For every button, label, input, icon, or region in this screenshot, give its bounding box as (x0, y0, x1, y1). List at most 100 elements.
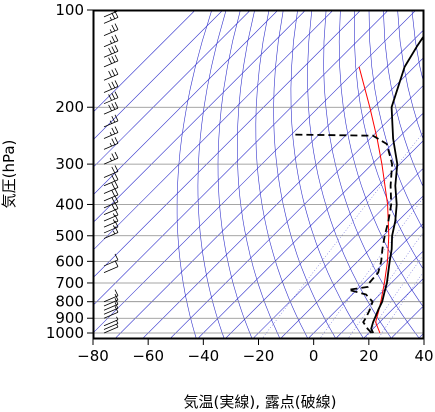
wind-barb-flag (114, 253, 119, 261)
isotherm-line (279, 194, 424, 339)
wind-barb (103, 289, 119, 303)
wind-barb-flag (108, 104, 112, 112)
wind-barb (103, 68, 119, 81)
wind-barb-half-flag (112, 225, 116, 229)
background-lines (93, 10, 424, 339)
wind-barb (103, 202, 119, 215)
wind-barb (103, 45, 119, 58)
wind-barb-flag (111, 197, 116, 204)
wind-barb-staff (103, 299, 119, 307)
wind-barb-staff (103, 307, 119, 315)
wind-barb-flag (111, 81, 116, 89)
y-tick-label: 500 (55, 227, 84, 245)
wind-barb-flag (111, 203, 116, 211)
wind-barb-flag (111, 127, 116, 135)
plot-frame (92, 9, 425, 340)
wind-barb-staff (104, 10, 106, 11)
mixing-ratio-line (347, 230, 424, 339)
dry-adiabat-line (323, 10, 421, 339)
wind-barb-staff (103, 208, 119, 215)
x-tick-label: −20 (243, 347, 275, 365)
wind-barb-staff (103, 86, 119, 93)
wind-barb-staff (103, 326, 119, 334)
wind-barb-half-flag (109, 142, 112, 147)
wind-barb-flag (111, 103, 116, 110)
wind-barb (103, 298, 119, 311)
wind-barb (103, 54, 119, 68)
wind-barb (103, 34, 119, 48)
isotherm-line (362, 277, 424, 339)
wind-barb (103, 181, 119, 194)
dry-adiabat-line (237, 10, 281, 339)
wind-barb-staff (103, 107, 119, 115)
wind-barb-half-flag (116, 323, 119, 328)
wind-barb-staff (103, 97, 119, 105)
wind-barb-flag (111, 12, 116, 19)
wind-barb-staff (103, 171, 119, 178)
wind-barb (103, 173, 119, 187)
isotherm-line (114, 29, 424, 339)
isotherm-line (307, 222, 424, 339)
isotherm-line (169, 84, 424, 339)
wind-barb-flag (111, 153, 116, 160)
mixing-ratio-line (377, 270, 424, 339)
wind-barb-staff (103, 17, 119, 24)
wind-barb-flag (111, 174, 116, 182)
y-axis-title: 気圧(hPa) (0, 140, 18, 209)
wind-barb (103, 320, 119, 330)
wind-barb (103, 23, 119, 36)
dewpoint-line (294, 133, 394, 334)
wind-barb (103, 91, 119, 105)
wind-barb-staff (103, 266, 119, 273)
wind-barb-flag (114, 260, 119, 267)
wind-barb-half-flag (112, 230, 116, 235)
wind-barb-staff (103, 201, 119, 209)
wind-barb-flag (114, 151, 119, 159)
y-tick-label: 600 (55, 252, 84, 270)
wind-barb (103, 293, 119, 307)
wind-barb-flag (114, 165, 119, 172)
wind-barb (103, 260, 119, 273)
dry-adiabat-line (255, 10, 309, 339)
wind-barb (103, 80, 119, 93)
isotherm-line (417, 332, 424, 339)
y-tick-label: 800 (55, 293, 84, 311)
wind-barb (103, 101, 119, 115)
wind-barb (103, 208, 119, 222)
isotherm-line (141, 56, 424, 339)
wind-barb-staff (103, 40, 119, 48)
wind-barb (103, 226, 119, 239)
wind-barb-flag (111, 166, 116, 174)
dry-adiabat-line (176, 10, 213, 339)
wind-barb-staff (103, 214, 119, 222)
wind-barb-flag (108, 83, 112, 90)
wind-barb-flag (114, 45, 119, 52)
wind-barb-flag (114, 54, 119, 62)
x-axis-title: 気温(実線), 露点(破線) (184, 393, 337, 411)
wind-barb (103, 316, 119, 327)
wind-barb-flag (114, 226, 119, 233)
dry-adiabat-line (197, 10, 227, 339)
isotherm-line (93, 10, 224, 141)
wind-barb (103, 137, 119, 150)
wind-barb (103, 165, 119, 178)
wind-barb-staff (103, 132, 119, 139)
wind-barb-staff (103, 226, 119, 234)
temperature-line (370, 34, 424, 334)
wind-barb-flag (114, 114, 119, 122)
wind-barb-half-flag (109, 16, 112, 21)
wind-barb-flag (112, 0, 115, 5)
x-axis: −80 −60 −40 −20 0 20 40 (77, 339, 434, 365)
wind-barb-flag (114, 202, 119, 209)
wind-barb-flag (111, 138, 116, 145)
wind-barb (103, 306, 119, 319)
wind-barb-flag (111, 182, 116, 190)
wind-barb-staff (103, 232, 119, 239)
parcel-line (358, 66, 390, 334)
wind-barb-flag (108, 47, 112, 55)
wind-barb-staff (103, 142, 119, 150)
wind-barb-staff (103, 323, 119, 330)
isotherm-line (224, 139, 424, 339)
